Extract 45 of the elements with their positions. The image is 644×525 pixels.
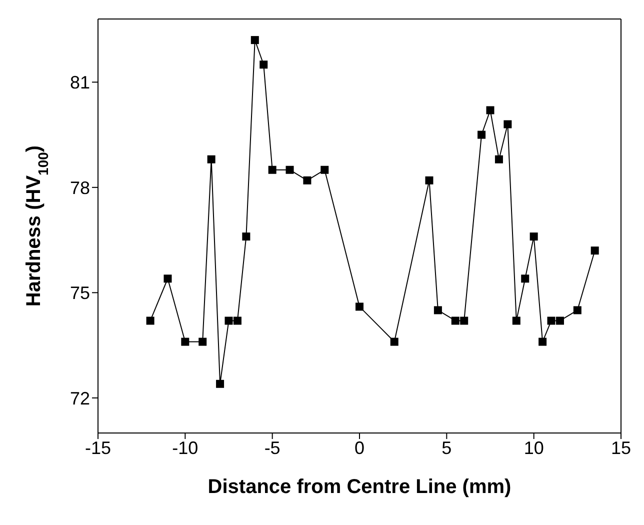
point (460, 316, 468, 325)
point (530, 232, 538, 241)
point (556, 316, 564, 325)
y-tick-label: 72 (70, 388, 90, 408)
point (207, 155, 216, 164)
point (538, 338, 547, 346)
point (181, 338, 190, 346)
point (434, 306, 442, 314)
y-tick-label: 75 (70, 283, 90, 304)
point (504, 120, 512, 128)
point (164, 274, 172, 283)
point (356, 302, 364, 311)
point (320, 166, 329, 174)
point (486, 106, 494, 114)
point (590, 246, 599, 255)
x-tick-label: 5 (442, 438, 452, 458)
x-tick-label: 10 (524, 438, 544, 458)
point (250, 36, 259, 44)
point (451, 316, 460, 325)
point (242, 232, 250, 241)
point (303, 176, 312, 184)
point (512, 316, 520, 325)
point (216, 380, 224, 388)
point (390, 338, 398, 346)
x-tick-label: 15 (610, 438, 632, 458)
point (268, 166, 276, 174)
point (494, 155, 503, 164)
point (286, 166, 294, 174)
point (547, 316, 556, 325)
point (260, 60, 268, 69)
point (146, 316, 154, 325)
x-tick-label: 0 (354, 438, 365, 458)
y-tick-label: 81 (70, 72, 90, 93)
point (425, 176, 434, 184)
x-tick-label: -10 (172, 438, 198, 458)
y-tick-label: 78 (70, 178, 90, 198)
point (521, 274, 530, 283)
point (573, 306, 582, 314)
point (224, 316, 233, 325)
x-axis-title: Distance from Centre Line (mm) (208, 476, 512, 498)
point (233, 316, 242, 325)
point (478, 130, 486, 139)
x-tick-label: -5 (264, 438, 280, 458)
point (198, 338, 207, 346)
x-tick-label: -15 (84, 438, 112, 458)
